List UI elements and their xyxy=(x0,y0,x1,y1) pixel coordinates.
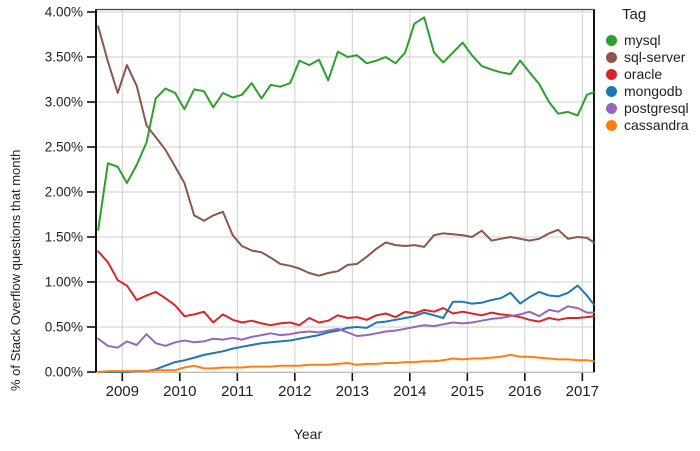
legend-label: sql-server xyxy=(624,49,686,65)
x-tick-label: 2017 xyxy=(566,383,599,400)
y-tick-label: 3.00% xyxy=(45,95,83,110)
series-line-mongodb xyxy=(97,284,595,373)
legend-item-mongodb[interactable]: mongodb xyxy=(606,84,698,99)
legend-label: oracle xyxy=(624,66,663,82)
legend-color-dot-sql-server xyxy=(606,52,617,63)
y-tick-label: 2.50% xyxy=(45,140,83,155)
x-tick-label: 2010 xyxy=(163,383,196,400)
y-tick-label: 3.50% xyxy=(45,50,83,65)
legend-color-dot-postgresql xyxy=(606,103,617,114)
legend-item-sql-server[interactable]: sql-server xyxy=(606,50,698,65)
legend: Tag mysql sql-server oracle mongodb postgres… xyxy=(606,6,698,135)
legend-color-dot-oracle xyxy=(606,69,617,80)
x-tick-label: 2014 xyxy=(393,383,426,400)
legend-color-dot-cassandra xyxy=(606,120,617,131)
x-tick-label: 2013 xyxy=(336,383,369,400)
x-tick-label: 2011 xyxy=(221,383,253,400)
legend-item-oracle[interactable]: oracle xyxy=(606,67,698,82)
legend-color-dot-mysql xyxy=(606,35,617,46)
y-tick-label: 4.00% xyxy=(45,5,83,20)
legend-label: mongodb xyxy=(624,83,683,99)
legend-item-mysql[interactable]: mysql xyxy=(606,33,698,48)
x-tick-label: 2016 xyxy=(508,383,541,400)
x-tick-label: 2015 xyxy=(451,383,484,400)
x-tick-label: 2012 xyxy=(278,383,311,400)
legend-item-cassandra[interactable]: cassandra xyxy=(606,118,698,133)
series-line-postgresql xyxy=(97,305,595,349)
legend-items: mysql sql-server oracle mongodb postgresql ca… xyxy=(606,33,698,133)
y-tick-label: 1.50% xyxy=(45,230,83,245)
series-line-cassandra xyxy=(97,353,595,373)
legend-title: Tag xyxy=(622,6,647,23)
legend-color-dot-mongodb xyxy=(606,86,617,97)
x-axis-title: Year xyxy=(293,426,323,442)
legend-label: mysql xyxy=(624,32,661,48)
x-tick-label: 2009 xyxy=(106,383,139,400)
y-tick-label: 0.00% xyxy=(45,365,83,380)
legend-label: postgresql xyxy=(624,100,689,116)
series-line-sql-server xyxy=(97,25,595,277)
y-tick-label: 0.50% xyxy=(45,320,83,335)
y-tick-label: 2.00% xyxy=(45,185,83,200)
legend-label: cassandra xyxy=(624,117,689,133)
legend-item-postgresql[interactable]: postgresql xyxy=(606,101,698,116)
y-tick-label: 1.00% xyxy=(45,275,83,290)
series-line-mysql xyxy=(97,16,595,231)
